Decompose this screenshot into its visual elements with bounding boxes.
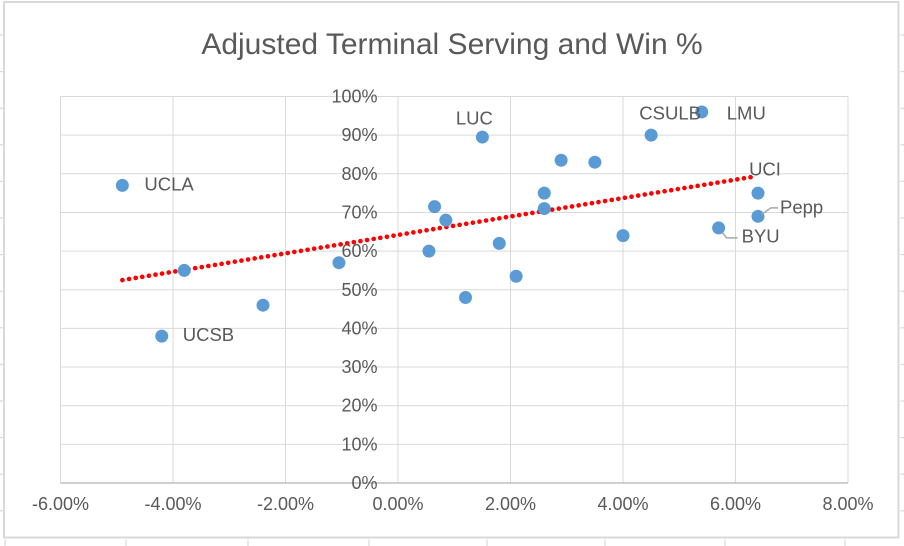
point-label[interactable]: BYU: [742, 225, 780, 246]
axis-tick-labels[interactable]: 0% 10% 20% 30% 40% 50% 60% 70% 80% 90% 100% -6.00% -…: [32, 87, 874, 515]
y-tick-label[interactable]: 30%: [341, 357, 377, 377]
data-point[interactable]: [475, 130, 489, 144]
x-tick-label[interactable]: 6.00%: [710, 494, 761, 514]
chart-border: [3, 1, 900, 539]
y-tick-label[interactable]: 100%: [331, 87, 377, 107]
data-point[interactable]: [712, 221, 726, 235]
label-leader-lines: [722, 207, 778, 239]
point-label[interactable]: UCI: [749, 159, 781, 180]
x-tick-label[interactable]: 8.00%: [822, 494, 873, 514]
y-tick-label[interactable]: 90%: [341, 125, 377, 145]
point-label[interactable]: UCLA: [144, 173, 194, 194]
data-point[interactable]: [439, 213, 453, 227]
x-tick-label[interactable]: -2.00%: [257, 494, 314, 514]
data-point[interactable]: [256, 298, 270, 312]
data-point[interactable]: [332, 256, 346, 270]
data-point[interactable]: [509, 269, 523, 283]
chart-title[interactable]: Adjusted Terminal Serving and Win %: [201, 28, 703, 61]
point-label[interactable]: LUC: [456, 108, 493, 129]
spreadsheet-gridline-stubs: [0, 34, 904, 546]
data-point[interactable]: [492, 236, 506, 250]
point-label[interactable]: LMU: [727, 102, 766, 123]
data-point[interactable]: [751, 186, 765, 200]
data-point[interactable]: [644, 128, 658, 142]
x-tick-label[interactable]: 0.00%: [372, 494, 423, 514]
y-tick-label[interactable]: 0%: [351, 473, 377, 493]
scatter-series[interactable]: [115, 105, 765, 343]
data-point[interactable]: [428, 200, 442, 214]
data-point[interactable]: [588, 155, 602, 169]
y-tick-label[interactable]: 50%: [341, 280, 377, 300]
data-point[interactable]: [155, 329, 169, 343]
point-label[interactable]: CSULB: [639, 103, 701, 124]
gridlines: [60, 96, 849, 484]
y-tick-label[interactable]: 70%: [341, 202, 377, 222]
data-point[interactable]: [616, 229, 630, 243]
data-point[interactable]: [695, 105, 709, 119]
data-point[interactable]: [177, 263, 191, 277]
data-point-labels[interactable]: UCLA UCSB LUC CSULB LMU BYU UCI Pepp: [144, 102, 823, 345]
leader-line: [722, 232, 738, 239]
data-point[interactable]: [422, 244, 436, 258]
data-point[interactable]: [459, 290, 472, 304]
trendline-group[interactable]: [120, 174, 755, 283]
x-tick-label[interactable]: -6.00%: [32, 494, 89, 514]
y-tick-label[interactable]: 40%: [341, 318, 377, 338]
data-point[interactable]: [115, 178, 129, 192]
leader-line: [761, 207, 778, 215]
point-label[interactable]: UCSB: [183, 324, 234, 345]
data-point[interactable]: [537, 202, 551, 216]
trendline[interactable]: [120, 174, 755, 283]
x-tick-label[interactable]: 4.00%: [597, 494, 648, 514]
x-tick-label[interactable]: -4.00%: [144, 494, 201, 514]
data-point[interactable]: [537, 186, 551, 200]
y-tick-label[interactable]: 80%: [341, 164, 377, 184]
point-label[interactable]: Pepp: [780, 196, 823, 217]
y-tick-label[interactable]: 10%: [341, 434, 377, 454]
y-tick-label[interactable]: 20%: [341, 396, 377, 416]
data-point[interactable]: [751, 209, 765, 223]
x-tick-label[interactable]: 2.00%: [485, 494, 536, 514]
data-point[interactable]: [554, 153, 568, 167]
y-tick-label[interactable]: 60%: [341, 241, 377, 261]
